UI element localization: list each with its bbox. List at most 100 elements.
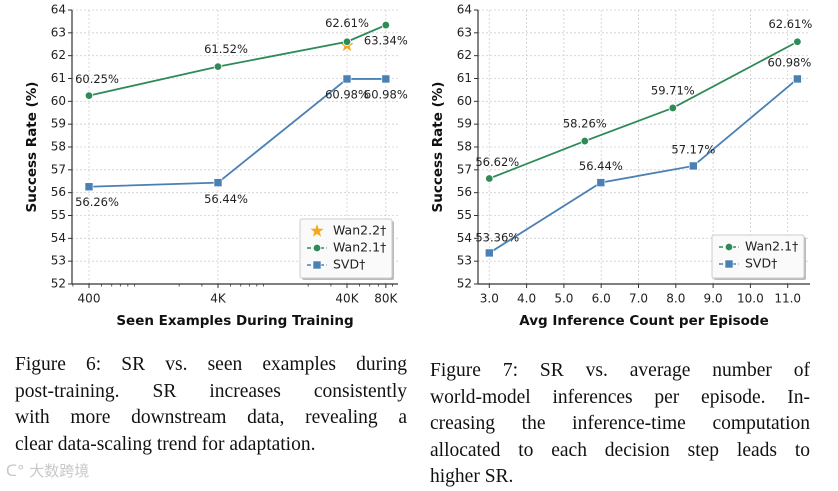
series-svd [84, 74, 391, 192]
legend [711, 234, 806, 280]
data-label: 58.26% [563, 117, 607, 131]
y-tick-label: 53 [457, 254, 472, 268]
chart-2 [474, 9, 810, 288]
legend-label: Wan2.1† [745, 239, 798, 254]
y-tick-label: 55 [457, 208, 472, 222]
y-tick-label: 63 [51, 25, 66, 39]
square-data-point [484, 248, 494, 258]
caption-line: with more downstream data, revealing a [15, 407, 407, 428]
data-label: 60.25% [75, 72, 119, 86]
caption-line: creasing the inference-time computation [430, 413, 810, 434]
caption-line: world-model inferences per episode. In- [430, 386, 810, 408]
square-data-point [381, 74, 391, 84]
data-label: 60.98% [325, 87, 369, 101]
circle-data-point [213, 62, 223, 71]
y-tick-label: 59 [51, 117, 66, 131]
y-tick-label: 54 [51, 231, 66, 245]
y-tick-label: 57 [457, 162, 472, 176]
y-tick-label: 62 [51, 48, 66, 62]
chart-1 [68, 9, 398, 288]
x-tick-label: 10.0 [737, 292, 764, 306]
y-tick-label: 57 [51, 162, 66, 176]
y-tick-label: 64 [457, 3, 472, 17]
square-data-point [793, 74, 802, 84]
x-axis-label: Avg Inference Count per Episode [519, 313, 768, 329]
series-line [488, 40, 798, 180]
y-tick-label: 60 [51, 94, 66, 108]
data-label: 62.61% [768, 17, 812, 31]
data-label: 57.17% [671, 142, 715, 156]
y-axis-label: Success Rate (%) [430, 82, 446, 213]
watermark-text: 大数跨境 [29, 462, 90, 480]
y-tick-label: 55 [51, 208, 66, 222]
y-tick-label: 61 [51, 71, 66, 85]
x-tick-label: 400 [78, 292, 101, 306]
legend-box [711, 234, 805, 279]
data-label: 62.61% [325, 16, 369, 30]
legend-label: SVD† [333, 257, 365, 272]
square-data-point [342, 74, 352, 84]
series-wan2.1 [485, 37, 802, 183]
square-data-point [213, 178, 223, 187]
y-tick-label: 64 [51, 3, 66, 17]
x-tick-label: 80K [374, 292, 398, 306]
x-tick-label: 5.0 [554, 292, 573, 306]
y-tick-label: 61 [457, 71, 472, 85]
x-tick-label: 11.0 [774, 292, 801, 306]
figure-7-caption: Figure 7: SR vs. average number of world-… [430, 358, 810, 491]
x-tick-label: 7.0 [629, 292, 648, 306]
caption-line: post-training. SR increases consistently [15, 380, 407, 402]
data-label: 56.26% [75, 195, 119, 209]
circle-data-point [793, 37, 802, 46]
legend [299, 218, 394, 280]
y-tick-label: 58 [51, 140, 66, 154]
y-axis-label: Success Rate (%) [24, 82, 40, 213]
legend-circle-icon [312, 243, 322, 253]
data-label: 56.44% [579, 159, 623, 173]
circle-data-point [342, 37, 352, 46]
y-tick-label: 59 [457, 117, 472, 131]
data-label: 63.34% [364, 34, 408, 48]
caption-line: higher SR. [430, 466, 514, 487]
y-tick-label: 54 [457, 231, 472, 245]
circle-data-point [580, 136, 589, 146]
x-tick-label: 3.0 [480, 292, 499, 306]
y-tick-label: 60 [457, 94, 472, 108]
data-label: 56.44% [204, 192, 248, 206]
y-tick-label: 63 [457, 25, 472, 39]
x-tick-label: 9.0 [704, 292, 723, 306]
caption-line: Figure 6: SR vs. seen examples during [15, 354, 407, 375]
y-tick-label: 52 [51, 277, 66, 291]
circle-data-point [84, 91, 94, 100]
square-data-point [689, 161, 698, 171]
data-label: 56.62% [475, 155, 519, 169]
caption-line: Figure 7: SR vs. average number of [430, 360, 810, 381]
y-tick-label: 56 [457, 185, 472, 199]
legend-label: SVD† [745, 256, 777, 271]
y-tick-label: 56 [51, 185, 66, 199]
x-tick-label: 8.0 [666, 292, 685, 306]
legend-star-icon [310, 224, 324, 237]
watermark-logo: ᑕ° 大数跨境 [6, 460, 89, 481]
y-tick-label: 58 [457, 140, 472, 154]
circle-data-point [485, 174, 494, 183]
square-data-point [84, 182, 94, 192]
legend-box [299, 218, 393, 279]
legend-label: Wan2.1† [333, 240, 386, 255]
y-tick-label: 62 [457, 48, 472, 62]
circle-data-point [668, 103, 678, 113]
series-line [88, 24, 387, 97]
series-line [88, 78, 386, 188]
x-tick-label: 6.0 [592, 292, 611, 306]
caption-line: allocated to each decision step leads to [430, 439, 810, 461]
charts-area: 52 53 54 55 56 57 58 59 60 61 62 63 64 400 4K 40K 80K See… [24, 3, 812, 330]
figure-6-caption: Figure 6: SR vs. seen examples during pos… [15, 352, 407, 458]
series-wan2.1 [84, 20, 391, 100]
legend-square-icon [312, 260, 322, 270]
square-data-point [596, 178, 606, 187]
x-axis-label: Seen Examples During Training [116, 313, 353, 329]
x-tick-label: 40K [335, 292, 359, 306]
circle-data-point [381, 20, 391, 30]
legend-square-icon [724, 259, 734, 269]
caption-line: clear data-scaling trend for adaptation. [15, 433, 316, 455]
